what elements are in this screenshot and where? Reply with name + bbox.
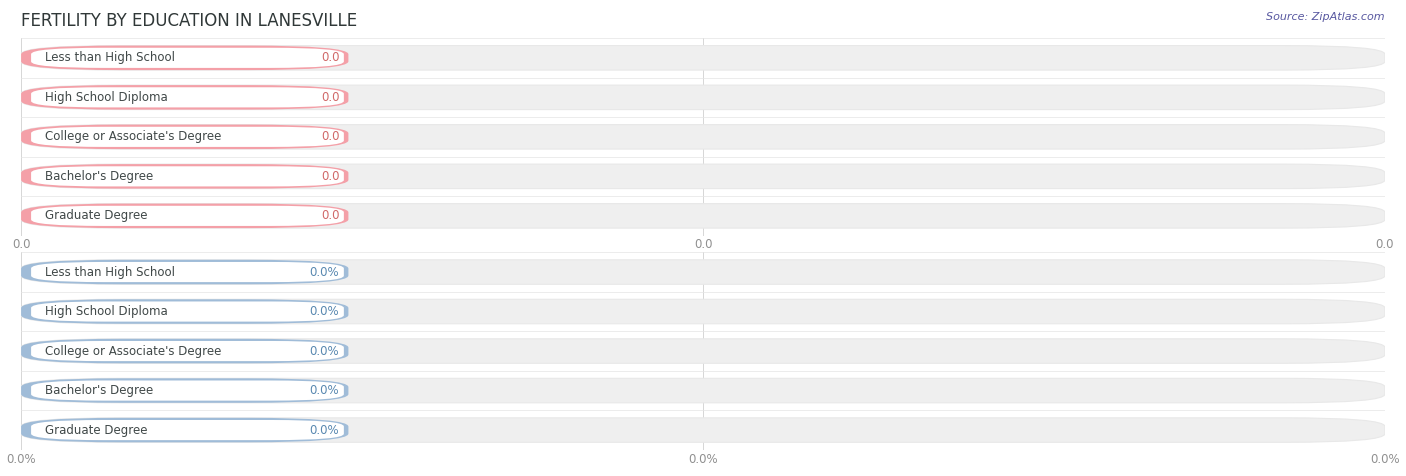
FancyBboxPatch shape xyxy=(21,46,1385,70)
FancyBboxPatch shape xyxy=(21,125,1385,149)
FancyBboxPatch shape xyxy=(21,418,349,442)
Text: 0.0: 0.0 xyxy=(321,209,339,222)
Text: High School Diploma: High School Diploma xyxy=(45,91,167,104)
Text: Less than High School: Less than High School xyxy=(45,266,174,278)
Text: 0.0: 0.0 xyxy=(321,170,339,183)
FancyBboxPatch shape xyxy=(21,204,1385,228)
FancyBboxPatch shape xyxy=(21,164,1385,188)
Text: 0.0%: 0.0% xyxy=(309,345,339,357)
FancyBboxPatch shape xyxy=(21,204,349,228)
FancyBboxPatch shape xyxy=(31,48,344,68)
FancyBboxPatch shape xyxy=(31,380,344,401)
Text: 0.0: 0.0 xyxy=(321,130,339,143)
FancyBboxPatch shape xyxy=(21,299,349,324)
FancyBboxPatch shape xyxy=(31,341,344,361)
FancyBboxPatch shape xyxy=(21,85,1385,109)
Text: 0.0: 0.0 xyxy=(321,91,339,104)
FancyBboxPatch shape xyxy=(21,260,1385,284)
FancyBboxPatch shape xyxy=(21,125,349,149)
FancyBboxPatch shape xyxy=(21,46,349,70)
Text: 0.0%: 0.0% xyxy=(309,266,339,278)
Text: Source: ZipAtlas.com: Source: ZipAtlas.com xyxy=(1267,12,1385,22)
FancyBboxPatch shape xyxy=(21,299,1385,324)
Text: College or Associate's Degree: College or Associate's Degree xyxy=(45,345,221,357)
Text: Graduate Degree: Graduate Degree xyxy=(45,209,148,222)
FancyBboxPatch shape xyxy=(31,127,344,147)
Text: 0.0%: 0.0% xyxy=(309,384,339,397)
FancyBboxPatch shape xyxy=(31,87,344,108)
FancyBboxPatch shape xyxy=(21,378,1385,403)
FancyBboxPatch shape xyxy=(31,166,344,187)
FancyBboxPatch shape xyxy=(21,164,349,188)
Text: Bachelor's Degree: Bachelor's Degree xyxy=(45,170,153,183)
FancyBboxPatch shape xyxy=(31,420,344,440)
FancyBboxPatch shape xyxy=(21,418,1385,442)
FancyBboxPatch shape xyxy=(21,378,349,403)
Text: 0.0%: 0.0% xyxy=(309,424,339,436)
FancyBboxPatch shape xyxy=(31,262,344,282)
Text: Bachelor's Degree: Bachelor's Degree xyxy=(45,384,153,397)
Text: Less than High School: Less than High School xyxy=(45,51,174,64)
Text: 0.0: 0.0 xyxy=(321,51,339,64)
Text: FERTILITY BY EDUCATION IN LANESVILLE: FERTILITY BY EDUCATION IN LANESVILLE xyxy=(21,12,357,30)
FancyBboxPatch shape xyxy=(31,301,344,322)
Text: High School Diploma: High School Diploma xyxy=(45,305,167,318)
FancyBboxPatch shape xyxy=(21,339,349,363)
Text: College or Associate's Degree: College or Associate's Degree xyxy=(45,130,221,143)
FancyBboxPatch shape xyxy=(21,339,1385,363)
FancyBboxPatch shape xyxy=(21,85,349,109)
FancyBboxPatch shape xyxy=(31,206,344,226)
Text: Graduate Degree: Graduate Degree xyxy=(45,424,148,436)
FancyBboxPatch shape xyxy=(21,260,349,284)
Text: 0.0%: 0.0% xyxy=(309,305,339,318)
